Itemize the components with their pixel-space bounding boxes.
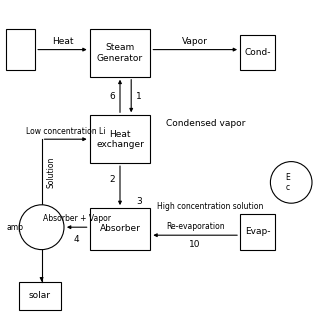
Text: E
c: E c	[286, 173, 290, 192]
Text: solar: solar	[29, 292, 51, 300]
Text: 1: 1	[136, 92, 142, 100]
Text: Absorber: Absorber	[100, 224, 140, 233]
Circle shape	[270, 162, 312, 203]
Text: High concentration solution: High concentration solution	[157, 202, 263, 211]
Text: 2: 2	[109, 175, 115, 184]
Text: Low concentration Li: Low concentration Li	[26, 127, 105, 136]
Text: 3: 3	[136, 197, 142, 206]
Bar	[90, 208, 150, 250]
Circle shape	[19, 205, 64, 250]
Bar	[6, 29, 35, 70]
Text: amp: amp	[6, 223, 23, 232]
Bar	[240, 214, 275, 250]
Text: 4: 4	[74, 235, 80, 244]
Bar	[19, 282, 61, 310]
Bar	[90, 115, 150, 163]
Bar	[90, 29, 150, 77]
Text: Re-evaporation: Re-evaporation	[166, 222, 225, 231]
Text: Solution: Solution	[46, 156, 55, 188]
Text: Steam
Generator: Steam Generator	[97, 43, 143, 62]
Text: Condensed vapor: Condensed vapor	[166, 119, 246, 128]
Bar	[240, 35, 275, 70]
Text: Heat
exchanger: Heat exchanger	[96, 130, 144, 149]
Text: 10: 10	[189, 240, 201, 249]
Text: 6: 6	[109, 92, 115, 100]
Text: Vapor: Vapor	[182, 37, 208, 46]
Text: Absorber + Vapor: Absorber + Vapor	[43, 214, 111, 223]
Text: Heat: Heat	[52, 37, 73, 46]
Text: Cond-: Cond-	[244, 48, 271, 57]
Text: Evap-: Evap-	[245, 228, 270, 236]
